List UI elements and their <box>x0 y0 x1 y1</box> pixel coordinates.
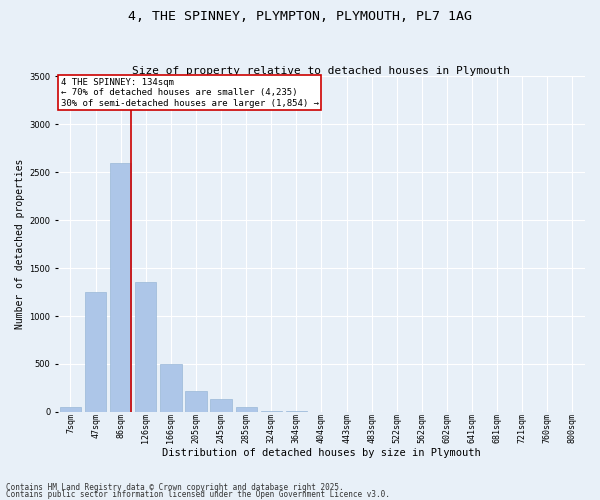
Bar <box>160 364 182 412</box>
Title: Size of property relative to detached houses in Plymouth: Size of property relative to detached ho… <box>133 66 511 76</box>
Text: Contains HM Land Registry data © Crown copyright and database right 2025.: Contains HM Land Registry data © Crown c… <box>6 484 344 492</box>
Text: 4, THE SPINNEY, PLYMPTON, PLYMOUTH, PL7 1AG: 4, THE SPINNEY, PLYMPTON, PLYMOUTH, PL7 … <box>128 10 472 23</box>
Text: 4 THE SPINNEY: 134sqm
← 70% of detached houses are smaller (4,235)
30% of semi-d: 4 THE SPINNEY: 134sqm ← 70% of detached … <box>61 78 319 108</box>
Bar <box>60 406 81 412</box>
Y-axis label: Number of detached properties: Number of detached properties <box>15 159 25 330</box>
Text: Contains public sector information licensed under the Open Government Licence v3: Contains public sector information licen… <box>6 490 390 499</box>
X-axis label: Distribution of detached houses by size in Plymouth: Distribution of detached houses by size … <box>162 448 481 458</box>
Bar <box>135 282 157 412</box>
Bar <box>260 410 282 412</box>
Bar <box>211 398 232 412</box>
Bar <box>185 391 206 412</box>
Bar <box>236 406 257 412</box>
Bar <box>110 162 131 412</box>
Bar <box>85 292 106 412</box>
